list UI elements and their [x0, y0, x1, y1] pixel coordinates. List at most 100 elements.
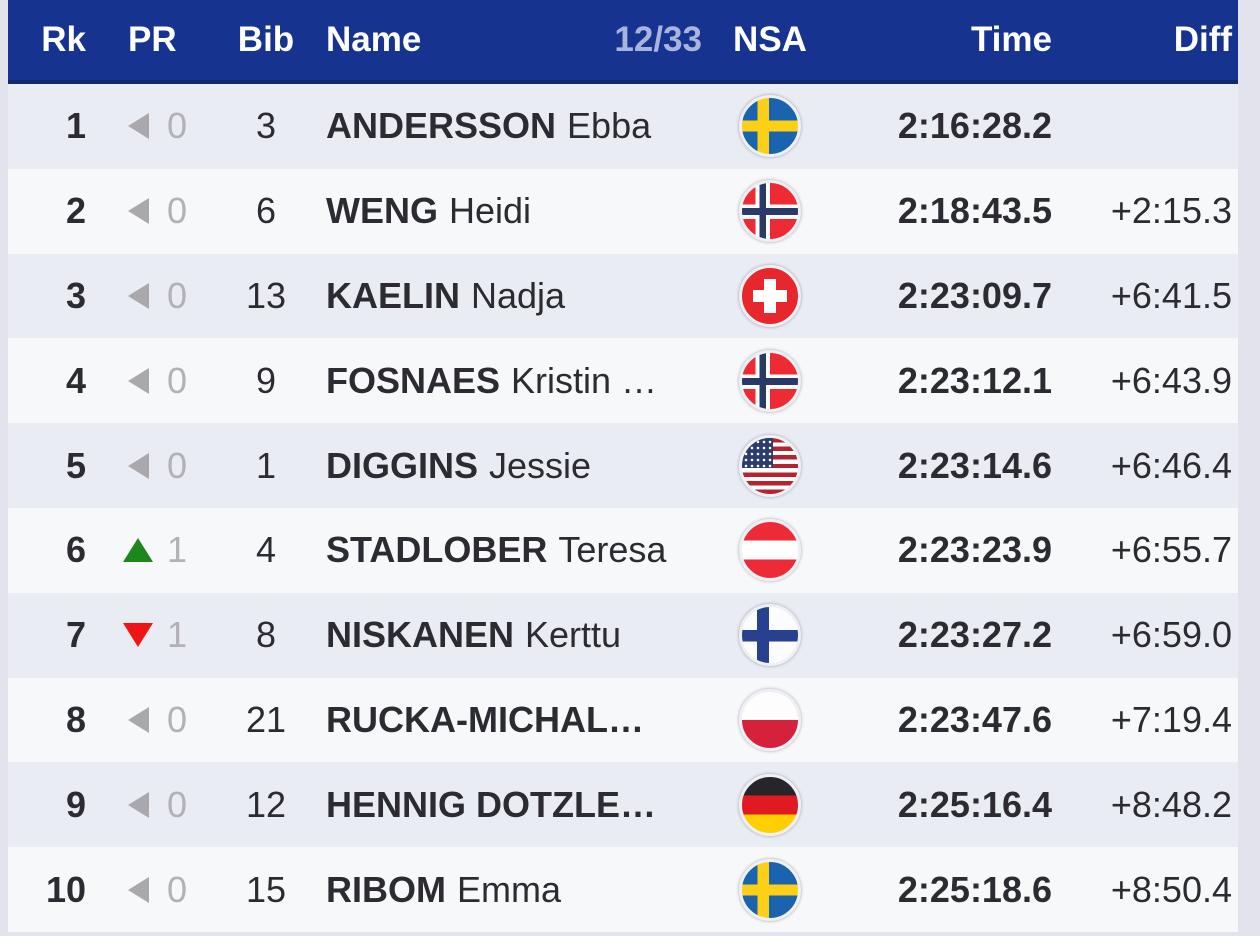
athlete-name-cell: KAELIN Nadja — [314, 275, 728, 317]
header-time-label: Time — [970, 20, 1052, 59]
rank-cell: 2 — [65, 190, 86, 232]
athlete-name-cell: DIGGINS Jessie — [314, 445, 728, 487]
header-bib-label: Bib — [237, 20, 295, 59]
position-change-icon-box — [122, 367, 154, 394]
nsa-cell — [728, 349, 812, 412]
nsa-flag-icon — [739, 858, 801, 921]
nsa-flag-icon — [739, 688, 801, 751]
time-cell: 2:23:09.7 — [897, 274, 1052, 316]
nsa-cell — [728, 434, 812, 497]
rank-cell: 1 — [65, 105, 86, 147]
position-change-cell: 0 — [122, 869, 218, 911]
athlete-last-name: HENNIG DOTZLE… — [326, 783, 656, 825]
time-cell: 2:23:12.1 — [897, 359, 1052, 401]
nsa-cell — [728, 773, 812, 836]
result-row[interactable]: 9 0 12 HENNIG DOTZLE… 2:25:16.4 +8:48.2 — [8, 762, 1238, 848]
bib-cell: 6 — [255, 190, 277, 232]
athlete-first-name: Jessie — [489, 444, 592, 486]
position-change-icon-box — [122, 791, 154, 818]
rank-cell: 10 — [45, 868, 86, 910]
rank-cell: 3 — [65, 274, 86, 316]
diff-cell: +8:48.2 — [1110, 783, 1232, 825]
position-change-arrow-icon — [123, 623, 153, 648]
diff-cell: +7:19.4 — [1110, 698, 1232, 740]
rank-cell: 5 — [65, 444, 86, 486]
athlete-last-name: RIBOM — [326, 868, 446, 910]
time-cell: 2:23:14.6 — [897, 444, 1052, 486]
position-change-icon-box — [122, 113, 154, 140]
athlete-name-cell: FOSNAES Kristin … — [314, 360, 728, 402]
bib-cell: 3 — [255, 105, 277, 147]
result-row[interactable]: 10 0 15 RIBOM Emma 2:25:18.6 +8:50.4 — [8, 847, 1238, 932]
header-nsa-label: NSA — [733, 20, 807, 59]
time-cell: 2:23:23.9 — [897, 529, 1052, 571]
result-row[interactable]: 6 1 4 STADLOBER Teresa 2:23:23.9 +6:55.7 — [8, 507, 1238, 593]
athlete-first-name: Teresa — [558, 529, 667, 571]
time-cell: 2:25:18.6 — [897, 868, 1052, 910]
nsa-flag-icon — [739, 180, 801, 243]
position-change-cell: 0 — [122, 699, 218, 741]
position-change-value: 0 — [167, 190, 188, 232]
time-cell: 2:23:27.2 — [897, 614, 1052, 656]
result-row[interactable]: 4 0 9 FOSNAES Kristin … 2:23:12.1 +6:43.… — [8, 338, 1238, 424]
athlete-last-name: RUCKA-MICHAL… — [326, 698, 644, 740]
position-change-arrow-icon — [127, 198, 149, 225]
athlete-name-cell: NISKANEN Kerttu — [314, 614, 728, 656]
rank-cell: 6 — [65, 529, 86, 571]
rank-cell: 9 — [65, 783, 86, 825]
result-row[interactable]: 1 0 3 ANDERSSON Ebba 2:16:28.2 — [8, 84, 1238, 169]
result-row[interactable]: 7 1 8 NISKANEN Kerttu 2:23:27.2 +6:59.0 — [8, 592, 1238, 678]
position-change-cell: 0 — [122, 784, 218, 826]
bib-cell: 1 — [255, 444, 277, 486]
position-change-value: 0 — [167, 444, 188, 486]
position-change-cell: 1 — [122, 614, 218, 656]
athlete-name-cell: STADLOBER Teresa — [314, 529, 728, 571]
rank-cell: 8 — [65, 698, 86, 740]
position-change-cell: 0 — [122, 360, 218, 402]
time-cell: 2:25:16.4 — [897, 783, 1052, 825]
position-change-value: 0 — [167, 274, 188, 316]
position-change-value: 0 — [167, 359, 188, 401]
results-table-body: 1 0 3 ANDERSSON Ebba 2:16:28.2 2 0 6 WEN… — [8, 84, 1238, 932]
athlete-first-name: Heidi — [449, 190, 532, 232]
header-rank-label: Rk — [41, 20, 86, 59]
result-row[interactable]: 2 0 6 WENG Heidi 2:18:43.5 +2:15.3 — [8, 168, 1238, 254]
nsa-cell — [728, 858, 812, 921]
position-change-value: 1 — [167, 529, 188, 571]
position-change-value: 0 — [167, 868, 188, 910]
nsa-cell — [728, 604, 812, 667]
diff-cell: +6:46.4 — [1110, 444, 1232, 486]
results-table: Rk PR Bib Name 12/33 NSA Time Diff 1 0 3… — [8, 0, 1238, 932]
results-header: Rk PR Bib Name 12/33 NSA Time Diff — [8, 0, 1238, 84]
athlete-last-name: WENG — [326, 190, 438, 232]
position-change-icon-box — [122, 452, 154, 479]
position-change-icon-box — [122, 282, 154, 309]
position-change-icon-box — [122, 538, 154, 563]
position-change-icon-box — [122, 706, 154, 733]
position-change-icon-box — [122, 623, 154, 648]
position-change-arrow-icon — [127, 876, 149, 903]
nsa-flag-icon — [739, 773, 801, 836]
nsa-cell — [728, 180, 812, 243]
result-row[interactable]: 5 0 1 DIGGINS Jessie 2:23:14.6 +6:46.4 — [8, 423, 1238, 508]
bib-cell: 21 — [245, 698, 287, 740]
bib-cell: 13 — [245, 274, 287, 316]
position-change-value: 0 — [167, 105, 188, 147]
finishers-progress-counter: 12/33 — [614, 20, 702, 59]
athlete-name-cell: WENG Heidi — [314, 190, 728, 232]
athlete-last-name: NISKANEN — [326, 614, 515, 656]
rank-cell: 4 — [65, 359, 86, 401]
position-change-arrow-icon — [123, 538, 153, 563]
result-row[interactable]: 3 0 13 KAELIN Nadja 2:23:09.7 +6:41.5 — [8, 253, 1238, 339]
header-diff-label: Diff — [1173, 20, 1232, 59]
header-name-cell: Name 12/33 — [314, 20, 728, 60]
time-cell: 2:18:43.5 — [897, 190, 1052, 232]
position-change-arrow-icon — [127, 367, 149, 394]
result-row[interactable]: 8 0 21 RUCKA-MICHAL… 2:23:47.6 +7:19.4 — [8, 677, 1238, 763]
position-change-cell: 0 — [122, 275, 218, 317]
diff-cell: +6:43.9 — [1110, 359, 1232, 401]
athlete-first-name: Kristin … — [511, 359, 658, 401]
position-change-arrow-icon — [127, 452, 149, 479]
header-pr-label: PR — [128, 20, 177, 59]
bib-cell: 4 — [255, 529, 277, 571]
